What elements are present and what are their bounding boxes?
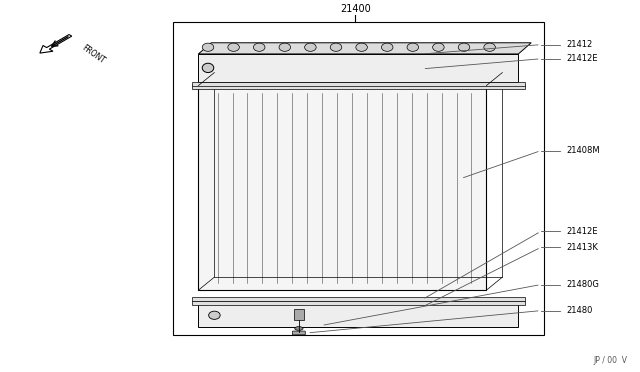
- Text: 21412E: 21412E: [566, 227, 598, 236]
- Text: 21412E: 21412E: [566, 54, 598, 63]
- Ellipse shape: [381, 43, 393, 51]
- Text: 21480: 21480: [566, 306, 593, 315]
- Polygon shape: [198, 303, 518, 327]
- Ellipse shape: [202, 63, 214, 73]
- Bar: [198, 86, 486, 290]
- Ellipse shape: [458, 43, 470, 51]
- Text: FRONT: FRONT: [80, 43, 106, 65]
- Text: 21412: 21412: [566, 40, 593, 49]
- Ellipse shape: [279, 43, 291, 51]
- Ellipse shape: [253, 43, 265, 51]
- Bar: [294, 309, 304, 320]
- Ellipse shape: [356, 43, 367, 51]
- Text: 21400: 21400: [340, 4, 371, 14]
- Text: 21408M: 21408M: [566, 146, 600, 155]
- Ellipse shape: [407, 43, 419, 51]
- Text: 21413K: 21413K: [566, 243, 598, 252]
- Polygon shape: [198, 43, 531, 54]
- FancyBboxPatch shape: [292, 331, 305, 335]
- FancyArrow shape: [40, 35, 72, 53]
- Ellipse shape: [209, 311, 220, 319]
- Text: JP / 00  V: JP / 00 V: [593, 356, 627, 365]
- Text: 21480G: 21480G: [566, 280, 599, 289]
- Bar: [192, 297, 525, 301]
- Bar: [192, 301, 525, 305]
- Ellipse shape: [433, 43, 444, 51]
- Polygon shape: [198, 54, 518, 82]
- Bar: [192, 82, 525, 86]
- Ellipse shape: [202, 43, 214, 51]
- Bar: [192, 85, 525, 89]
- Ellipse shape: [294, 327, 303, 330]
- Ellipse shape: [330, 43, 342, 51]
- Bar: [173, 22, 544, 335]
- Bar: [214, 73, 502, 277]
- Ellipse shape: [228, 43, 239, 51]
- Ellipse shape: [484, 43, 495, 51]
- Ellipse shape: [305, 43, 316, 51]
